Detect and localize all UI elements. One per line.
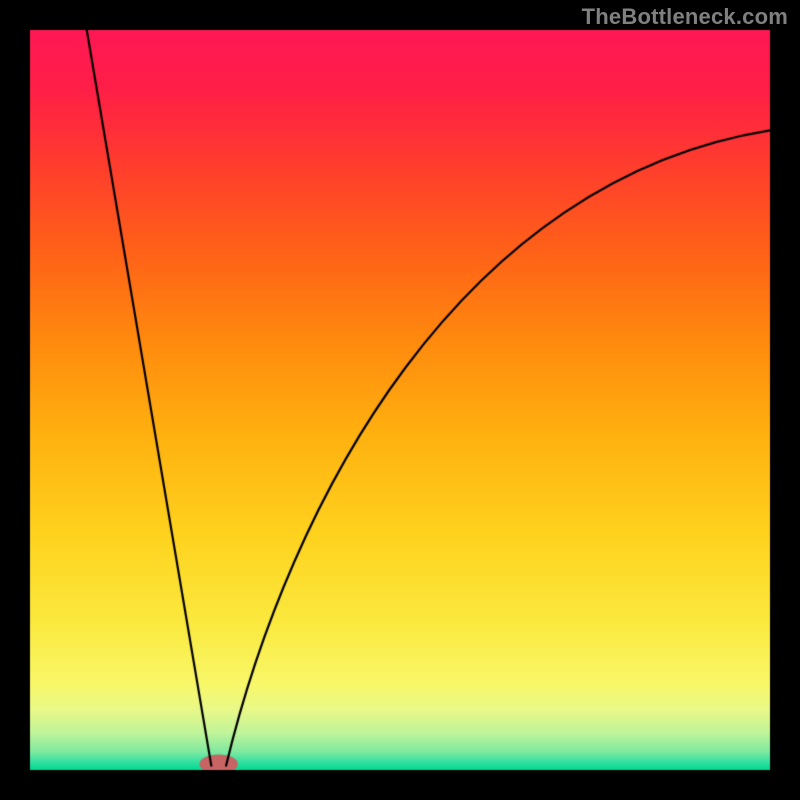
watermark-text: TheBottleneck.com — [582, 4, 788, 30]
bottleneck-chart: TheBottleneck.com — [0, 0, 800, 800]
chart-canvas — [0, 0, 800, 800]
